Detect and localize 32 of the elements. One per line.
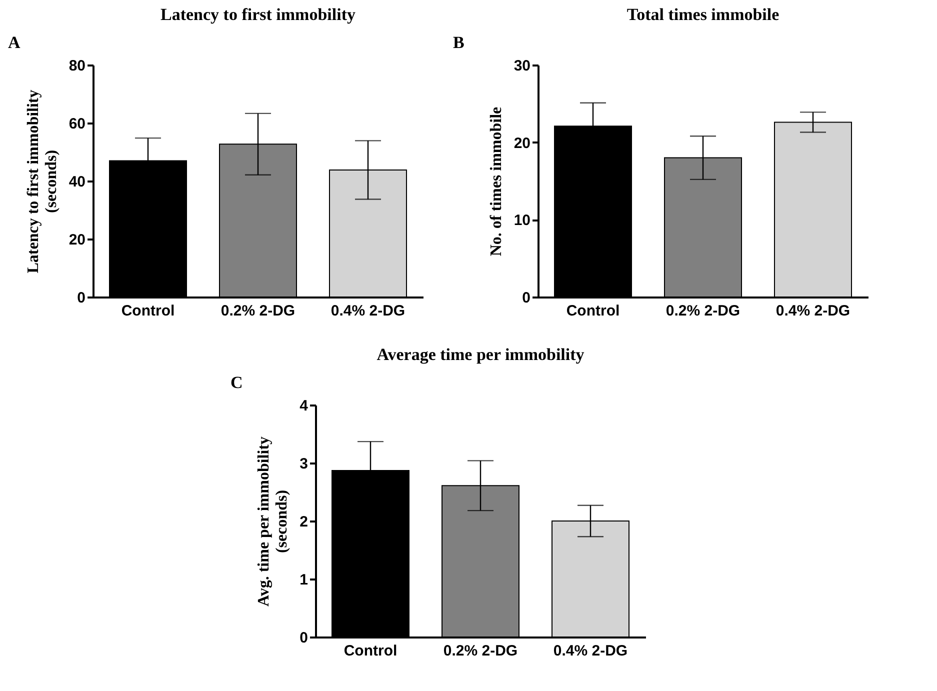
y-tick-label: 40 (68, 174, 86, 190)
x-tick-label: 0.2% 2-DG (220, 302, 296, 320)
y-tick-label: 0 (77, 290, 86, 306)
y-tick-label: 10 (514, 212, 530, 230)
x-tick-label: 0.4% 2-DG (330, 302, 406, 320)
y-tick-label: 3 (300, 456, 308, 472)
chart-title: Latency to first immobility (160, 5, 356, 24)
y-tick-label: 30 (514, 58, 530, 74)
y-tick-label: 1 (300, 572, 308, 588)
x-tick-label: 0.4% 2-DG (553, 642, 628, 660)
x-tick-label: 0.2% 2-DG (666, 302, 740, 320)
y-tick-label: 60 (68, 116, 86, 132)
y-tick-label: 2 (300, 514, 308, 530)
x-tick-label: Control (121, 302, 175, 320)
y-axis-title: Avg. time per immobility (seconds) (256, 436, 291, 607)
x-tick-label: Control (344, 642, 398, 660)
text: A (8, 33, 21, 52)
y-axis-title: Latency to first immobility (seconds) (24, 90, 60, 274)
y-tick-label: 20 (514, 134, 530, 152)
y-tick-label: 80 (68, 58, 86, 74)
x-tick-label: Control (566, 302, 620, 320)
text: C (230, 373, 243, 392)
x-tick-label: 0.2% 2-DG (443, 642, 518, 660)
y-tick-label: 20 (68, 232, 86, 248)
y-axis-title: No. of times immobile (488, 106, 505, 256)
chart-title: Total times immobile (626, 5, 780, 24)
text: B (453, 33, 464, 52)
y-tick-label: 4 (300, 398, 309, 414)
y-tick-label: 0 (300, 630, 308, 646)
y-tick-label: 0 (522, 290, 530, 306)
x-tick-label: 0.4% 2-DG (776, 302, 850, 320)
chart-title: Average time per immobility (376, 345, 585, 364)
